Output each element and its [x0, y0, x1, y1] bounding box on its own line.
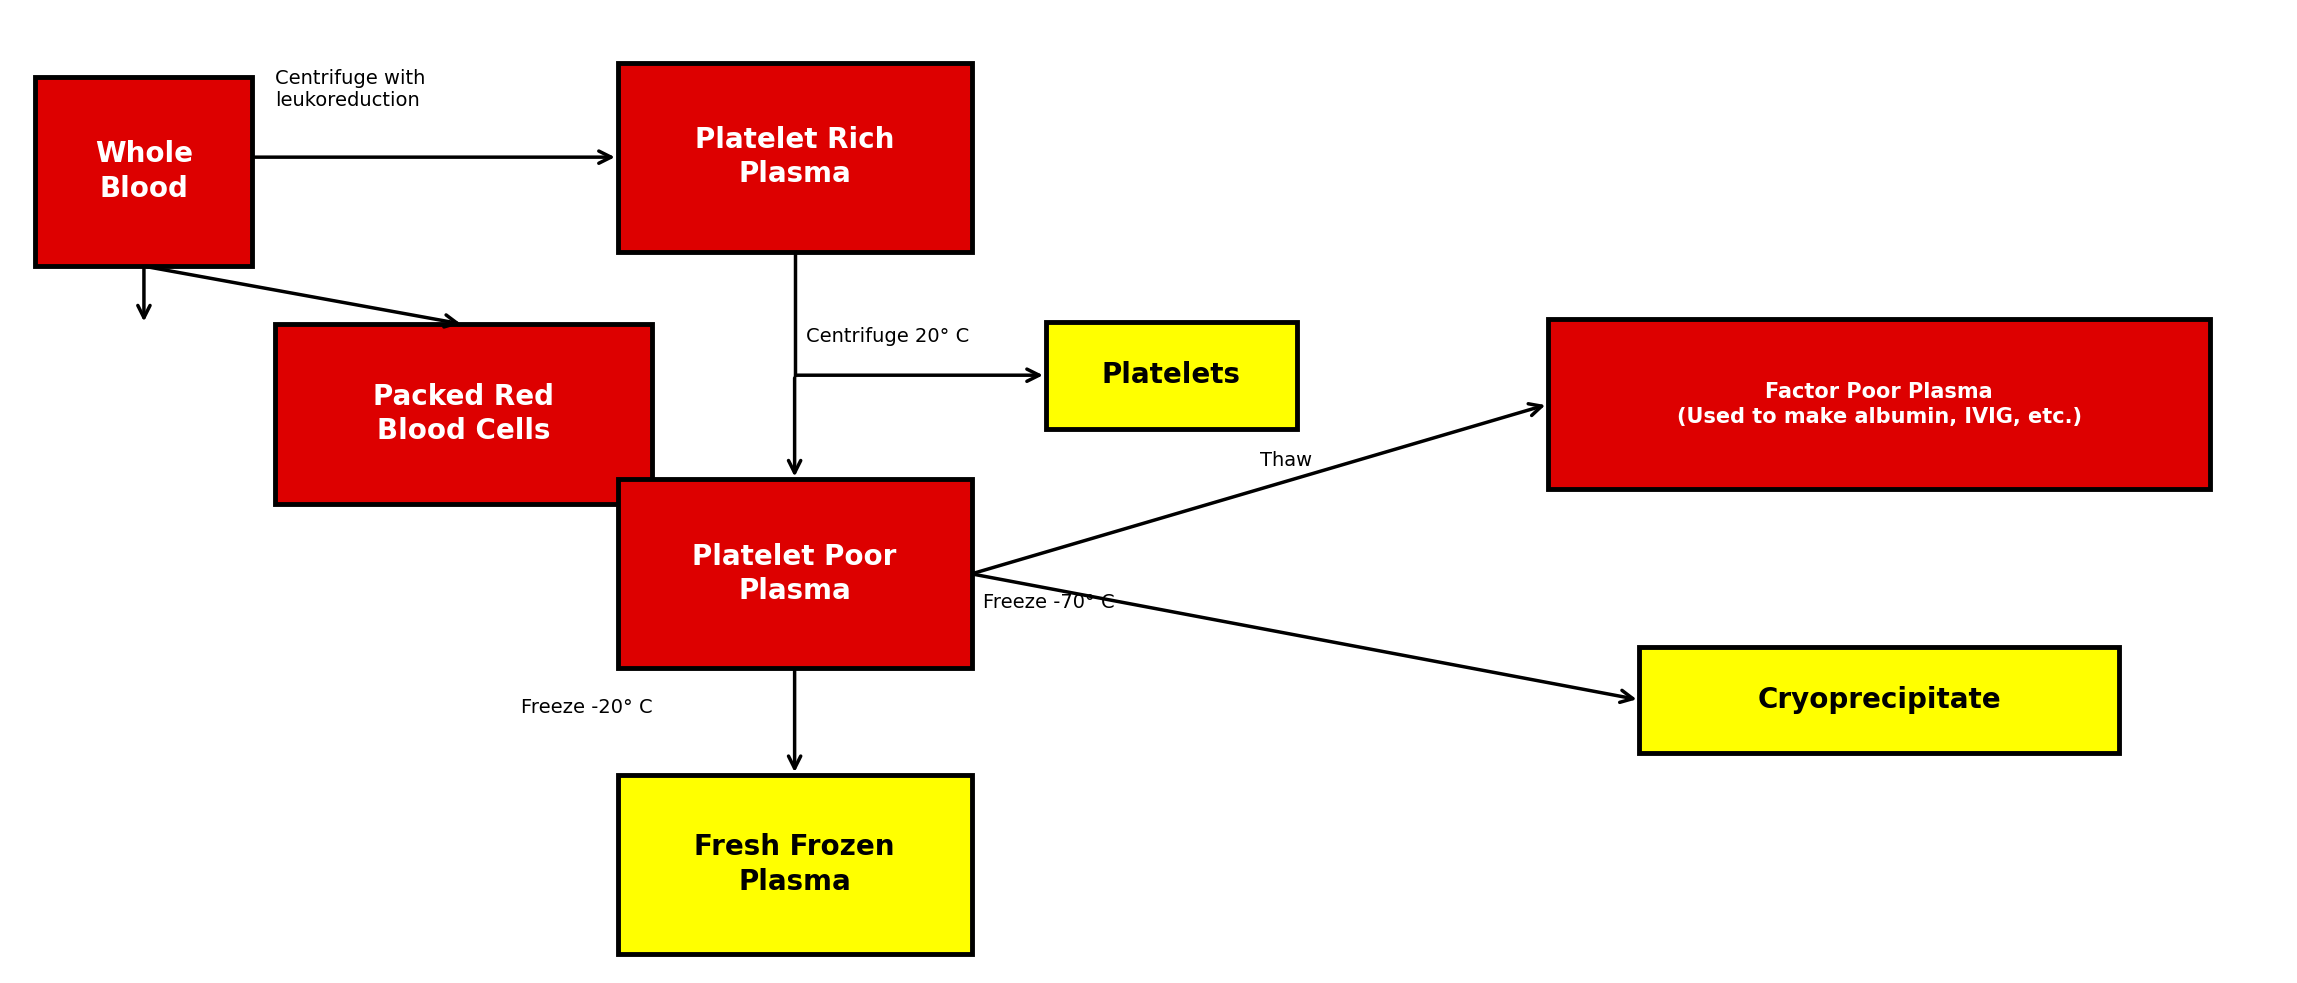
FancyBboxPatch shape	[276, 324, 652, 503]
Text: Platelets: Platelets	[1103, 361, 1240, 389]
FancyBboxPatch shape	[618, 480, 972, 668]
FancyBboxPatch shape	[1548, 319, 2210, 490]
Text: Centrifuge 20° C: Centrifuge 20° C	[806, 327, 969, 346]
FancyBboxPatch shape	[618, 63, 972, 252]
Text: Fresh Frozen
Plasma: Fresh Frozen Plasma	[694, 834, 896, 896]
FancyBboxPatch shape	[34, 78, 253, 266]
Text: Packed Red
Blood Cells: Packed Red Blood Cells	[372, 382, 554, 445]
Text: Factor Poor Plasma
(Used to make albumin, IVIG, etc.): Factor Poor Plasma (Used to make albumin…	[1677, 381, 2081, 427]
Text: Platelet Poor
Plasma: Platelet Poor Plasma	[691, 543, 896, 606]
FancyBboxPatch shape	[1045, 321, 1298, 429]
FancyBboxPatch shape	[1640, 647, 2118, 753]
Text: Whole
Blood: Whole Blood	[94, 141, 193, 203]
Text: Freeze -20° C: Freeze -20° C	[521, 698, 652, 717]
Text: Freeze -70° C: Freeze -70° C	[983, 594, 1114, 612]
Text: Thaw: Thaw	[1259, 450, 1312, 470]
Text: Platelet Rich
Plasma: Platelet Rich Plasma	[696, 126, 894, 189]
Text: Centrifuge with
leukoreduction: Centrifuge with leukoreduction	[276, 69, 425, 110]
Text: Cryoprecipitate: Cryoprecipitate	[1757, 686, 2001, 714]
FancyBboxPatch shape	[618, 775, 972, 954]
